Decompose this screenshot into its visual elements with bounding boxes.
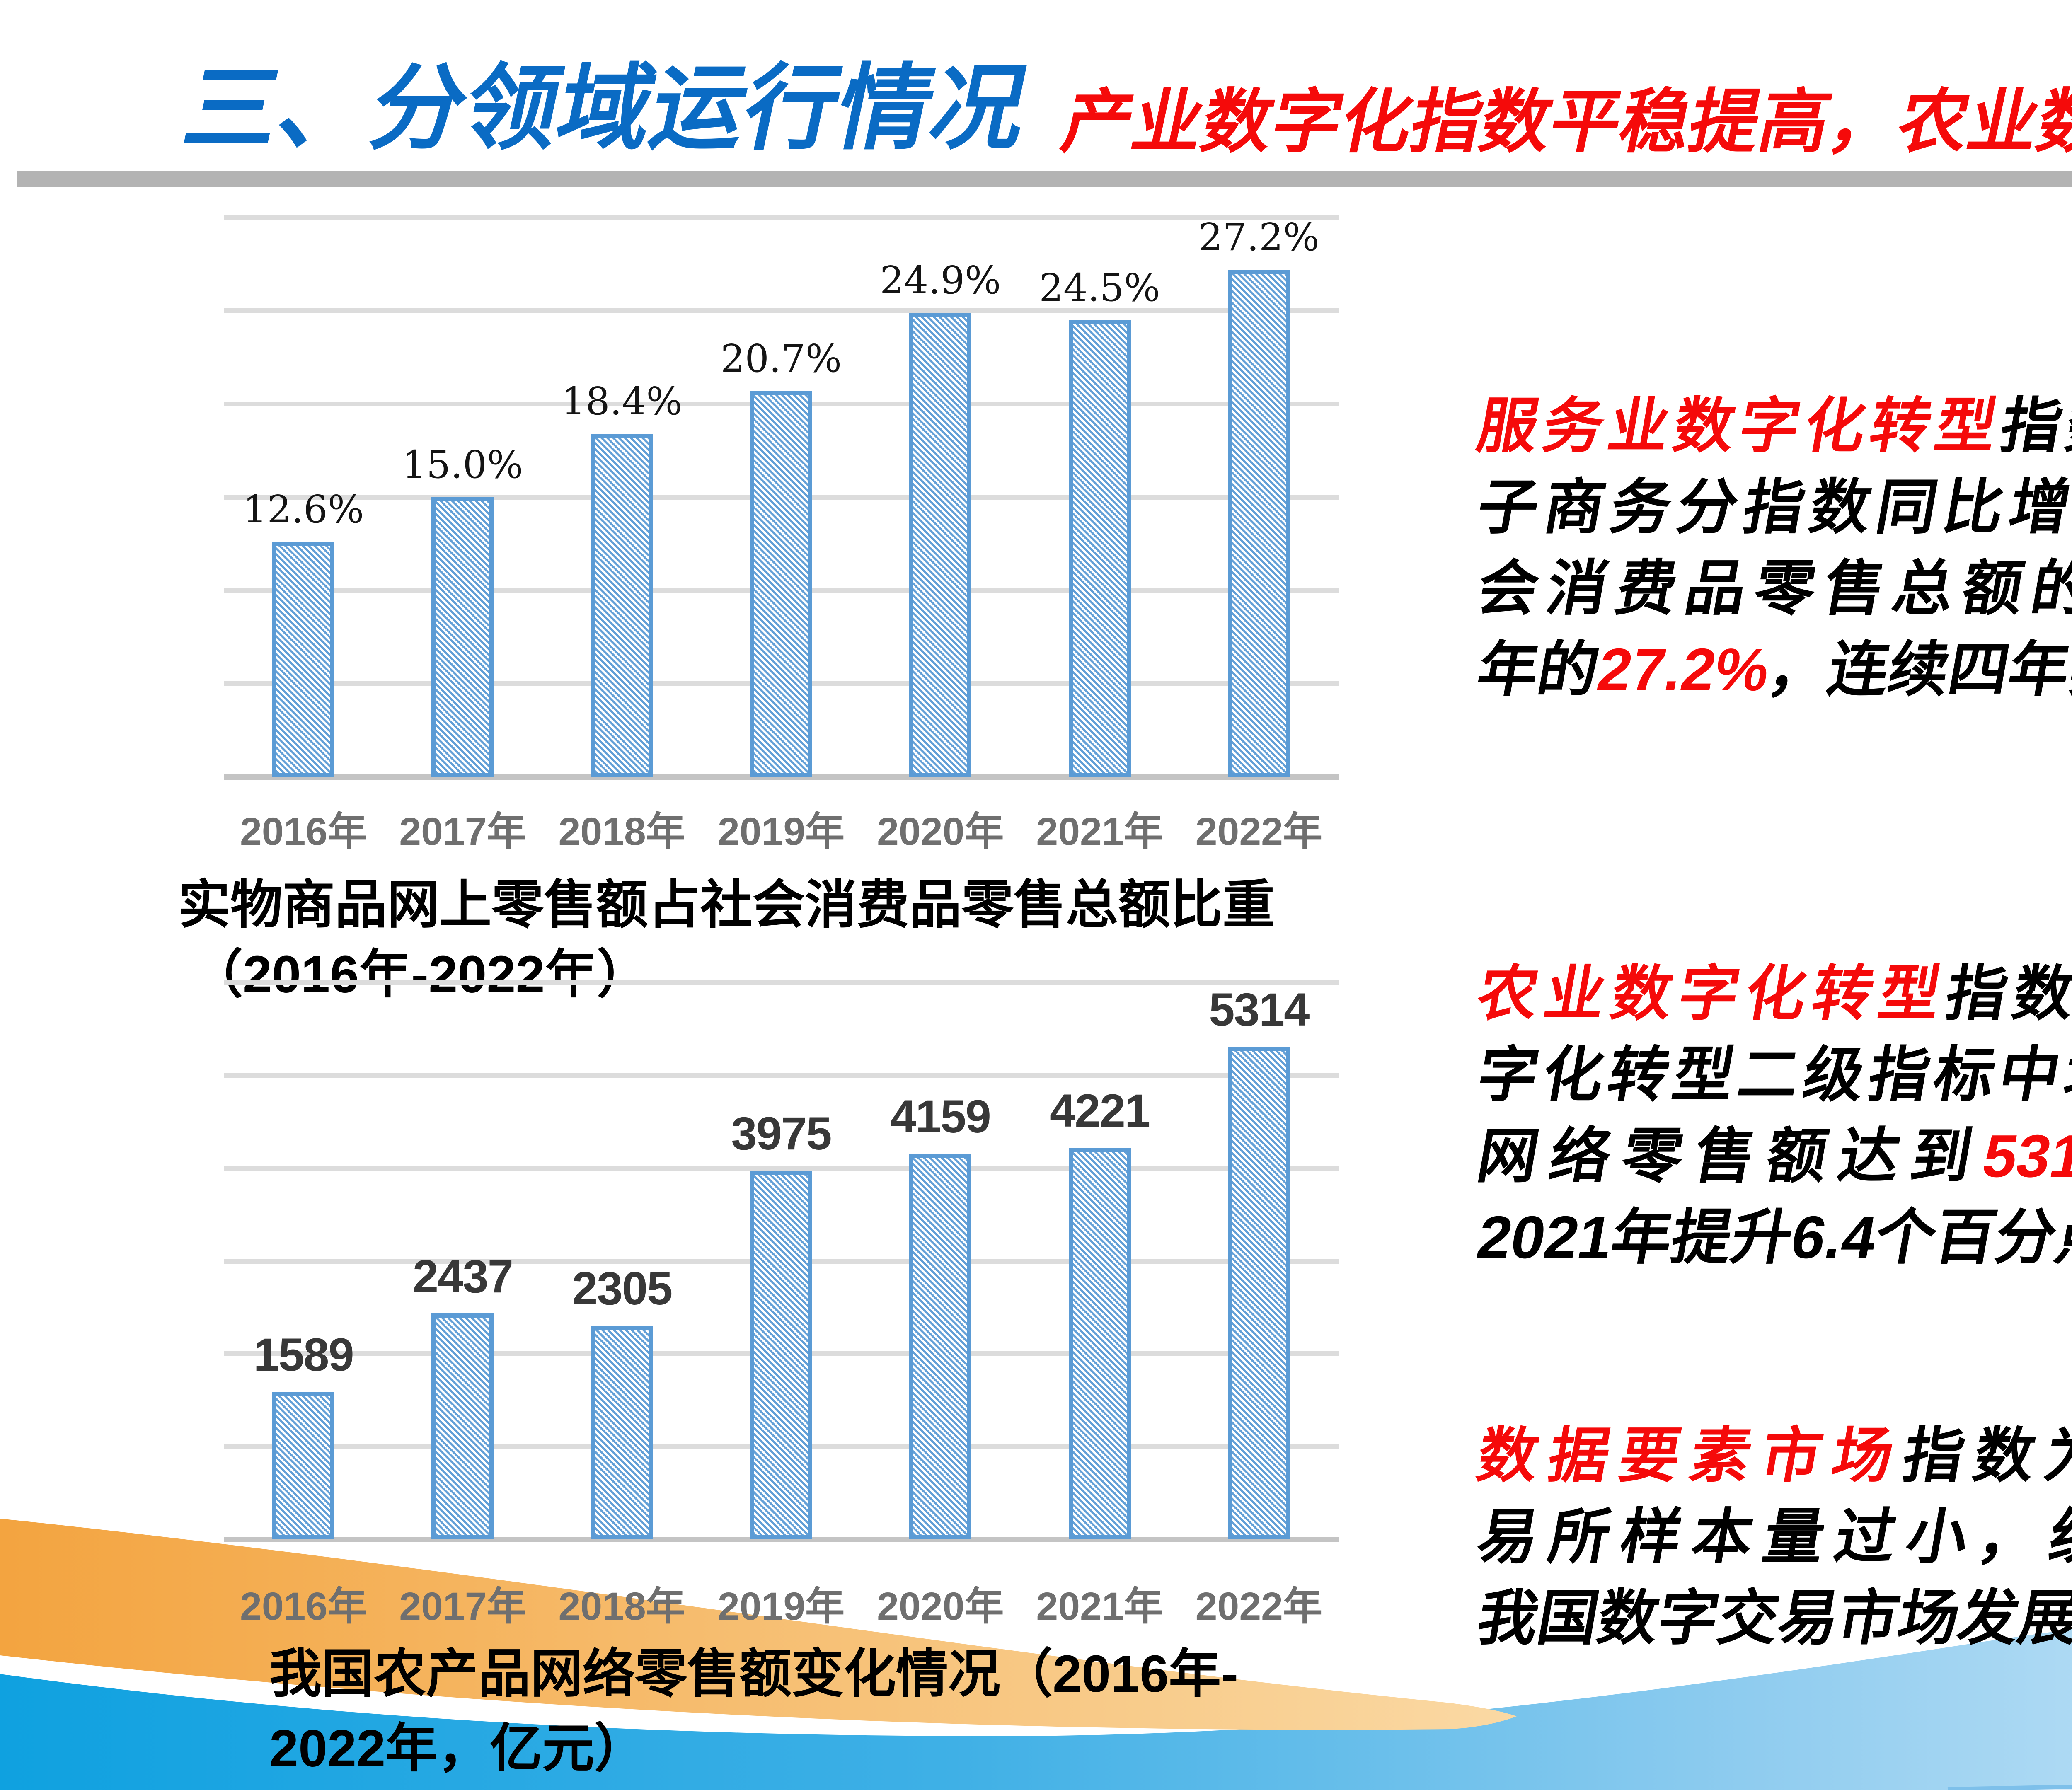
bar-value-label: 15.0% <box>402 443 523 487</box>
paragraph-line: 数据要素市场指数为5.9，同比增长18%。由于数据交 <box>1471 1415 2072 1496</box>
bar-value-label: 12.6% <box>243 487 364 532</box>
bar <box>750 391 812 777</box>
paragraph-line: 字化转型二级指标中增长最为迅速。2022年，全国农产品 <box>1471 1034 2072 1115</box>
body-text: 年的 <box>1472 636 1605 703</box>
chart-caption-line: 2022年，亿元） <box>269 1719 647 1778</box>
blue-wave <box>0 1629 2072 1790</box>
body-text: 会消费品零售总额的比重从2021年的24.5%提升至2022 <box>1472 555 2072 622</box>
paragraph-line: 子商务分指数同比增长10.7%，实物商品网上零售额占社 <box>1471 467 2072 548</box>
paragraph-line: 2021年提升6.4个百分点，农产品网络零售增势较好。 <box>1471 1197 2072 1278</box>
paragraph-line: 网络零售额达到5313.8亿元，同比增长9.2%，增速较 <box>1471 1115 2072 1197</box>
bar <box>1068 320 1131 777</box>
paragraph-line: 会消费品零售总额的比重从2021年的24.5%提升至2022 <box>1471 548 2072 629</box>
chart-caption-line: 我国农产品网络零售额变化情况（2016年- <box>269 1645 1239 1703</box>
chart-online-retail-share-caption: 实物商品网上零售额占社会消费品零售总额比重 （2016年-2022年） <box>178 870 1275 1009</box>
gridline <box>224 215 1339 220</box>
bar-value-label: 20.7% <box>720 336 842 381</box>
body-text: ，连续四年实现占比超过 <box>1763 636 2072 703</box>
paragraph-data-market: 数据要素市场指数为5.9，同比增长18%。由于数据交易所样本量过小，统计数据代表… <box>1471 1415 2072 1659</box>
year-label: 2016年 <box>240 810 367 854</box>
chart-agri-retail-value: 1589 2437 2305 3975 4159 4221 5314 <box>224 980 1339 1542</box>
paragraph-service-digitalization: 服务业数字化转型指数为20.0，同比增长7.5%，其中，电子商务分指数同比增长1… <box>1471 385 2072 710</box>
chart-caption-line: （2016年-2022年） <box>191 945 649 1004</box>
year-label: 2018年 <box>558 810 685 854</box>
bar-value-label: 27.2% <box>1198 215 1319 259</box>
bar <box>1227 1046 1290 1539</box>
bar-value-label: 1589 <box>253 1329 354 1381</box>
gridline <box>224 1073 1339 1078</box>
paragraph-line: 易所样本量过小，统计数据代表性有限，结果可能与 <box>1471 1496 2072 1577</box>
year-label: 2019年 <box>717 810 845 854</box>
body-text: 易所样本量过小，统计数据代表性有限，结果可能与 <box>1472 1503 2072 1570</box>
year-label: 2016年 <box>240 1584 367 1628</box>
body-text: 指数为5.9，同比增长18%。由于数据交 <box>1898 1422 2072 1489</box>
bar <box>1227 270 1290 777</box>
body-text: 子商务分指数同比增长10.7%，实物商品网上零售额占社 <box>1472 474 2072 541</box>
year-label: 2019年 <box>717 1584 845 1628</box>
bar-value-label: 5314 <box>1209 983 1310 1035</box>
bar <box>750 1171 812 1539</box>
bar <box>1068 1148 1131 1539</box>
highlight-text: 数据要素市场 <box>1472 1422 1910 1489</box>
bar <box>431 497 494 777</box>
chart-agri-retail-value-caption: 我国农产品网络零售额变化情况（2016年- 2022年，亿元） <box>269 1637 1238 1786</box>
year-label: 2022年 <box>1195 1584 1322 1628</box>
body-text: 指数为20.0，同比增长7.5%，其中，电 <box>1995 392 2072 460</box>
gridline <box>224 308 1339 313</box>
bar <box>431 1313 494 1539</box>
year-label: 2021年 <box>1036 810 1163 854</box>
page-title: 三、分领域运行情况 <box>175 56 1037 160</box>
bar <box>272 542 335 777</box>
highlight-text: 27.2% <box>1592 636 1775 703</box>
bar-value-label: 2437 <box>412 1250 513 1302</box>
x-axis-line <box>224 774 1339 780</box>
orange-wave <box>0 1519 1517 1730</box>
bar-value-label: 2305 <box>572 1263 673 1315</box>
bar <box>909 1154 972 1539</box>
body-text: 指数为19.0，同比增长21.8%，在产业数 <box>1941 960 2072 1027</box>
chart-online-retail-share-xaxis: 2016年 2017年 2018年 2019年 2020年 2021年 2022年 <box>224 800 1339 856</box>
paragraph-line: 农业数字化转型指数为19.0，同比增长21.8%，在产业数 <box>1471 953 2072 1034</box>
bar-value-label: 3975 <box>731 1108 832 1160</box>
paragraph-line: 服务业数字化转型指数为20.0，同比增长7.5%，其中，电 <box>1471 385 2072 467</box>
body-text: 字化转型二级指标中增长最为迅速。2022年，全国农产品 <box>1472 1041 2072 1108</box>
header-divider <box>17 171 2072 187</box>
year-label: 2018年 <box>558 1584 685 1628</box>
year-label: 2017年 <box>399 1584 526 1628</box>
chart-agri-retail-value-xaxis: 2016年 2017年 2018年 2019年 2020年 2021年 2022年 <box>224 1575 1339 1631</box>
bar-value-label: 4159 <box>890 1091 991 1143</box>
gridline <box>224 1166 1339 1171</box>
bar <box>272 1392 335 1539</box>
paragraph-agriculture-digitalization: 农业数字化转型指数为19.0，同比增长21.8%，在产业数字化转型二级指标中增长… <box>1471 953 2072 1278</box>
body-text: 2021年提升6.4个百分点，农产品网络零售增势较好。 <box>1472 1204 2072 1271</box>
year-label: 2022年 <box>1195 810 1322 854</box>
bar-value-label: 24.5% <box>1039 265 1160 310</box>
highlight-text: 农业数字化转型 <box>1472 960 1953 1027</box>
body-text: 网络零售额达到 <box>1472 1122 1990 1190</box>
bar-value-label: 24.9% <box>880 258 1001 302</box>
body-text: 我国数字交易市场发展实际有所差异。 <box>1472 1584 2072 1652</box>
bar <box>591 434 653 777</box>
paragraph-line: 年的27.2%，连续四年实现占比超过20%。 <box>1471 629 2072 710</box>
x-axis-line <box>224 1537 1339 1542</box>
highlight-text: 服务业数字化转型 <box>1472 392 2008 460</box>
bar <box>909 312 972 777</box>
gridline <box>224 980 1339 985</box>
year-label: 2020年 <box>877 810 1004 854</box>
year-label: 2021年 <box>1036 1584 1163 1628</box>
year-label: 2017年 <box>399 810 526 854</box>
chart-online-retail-share: 12.6% 15.0% 18.4% 20.7% 24.9% 24.5% 27.2% <box>224 215 1339 780</box>
bar <box>591 1326 653 1539</box>
chart-caption-line: 实物商品网上零售额占社会消费品零售总额比重 <box>178 876 1275 934</box>
page-subtitle: 产业数字化指数平稳提高，农业数字转型增长最为迅速 <box>1055 83 2072 161</box>
bar-value-label: 4221 <box>1049 1085 1150 1137</box>
paragraph-line: 我国数字交易市场发展实际有所差异。 <box>1471 1577 2072 1659</box>
highlight-text: 5313.8亿元 <box>1978 1122 2072 1190</box>
bar-value-label: 18.4% <box>561 379 683 423</box>
year-label: 2020年 <box>877 1584 1004 1628</box>
